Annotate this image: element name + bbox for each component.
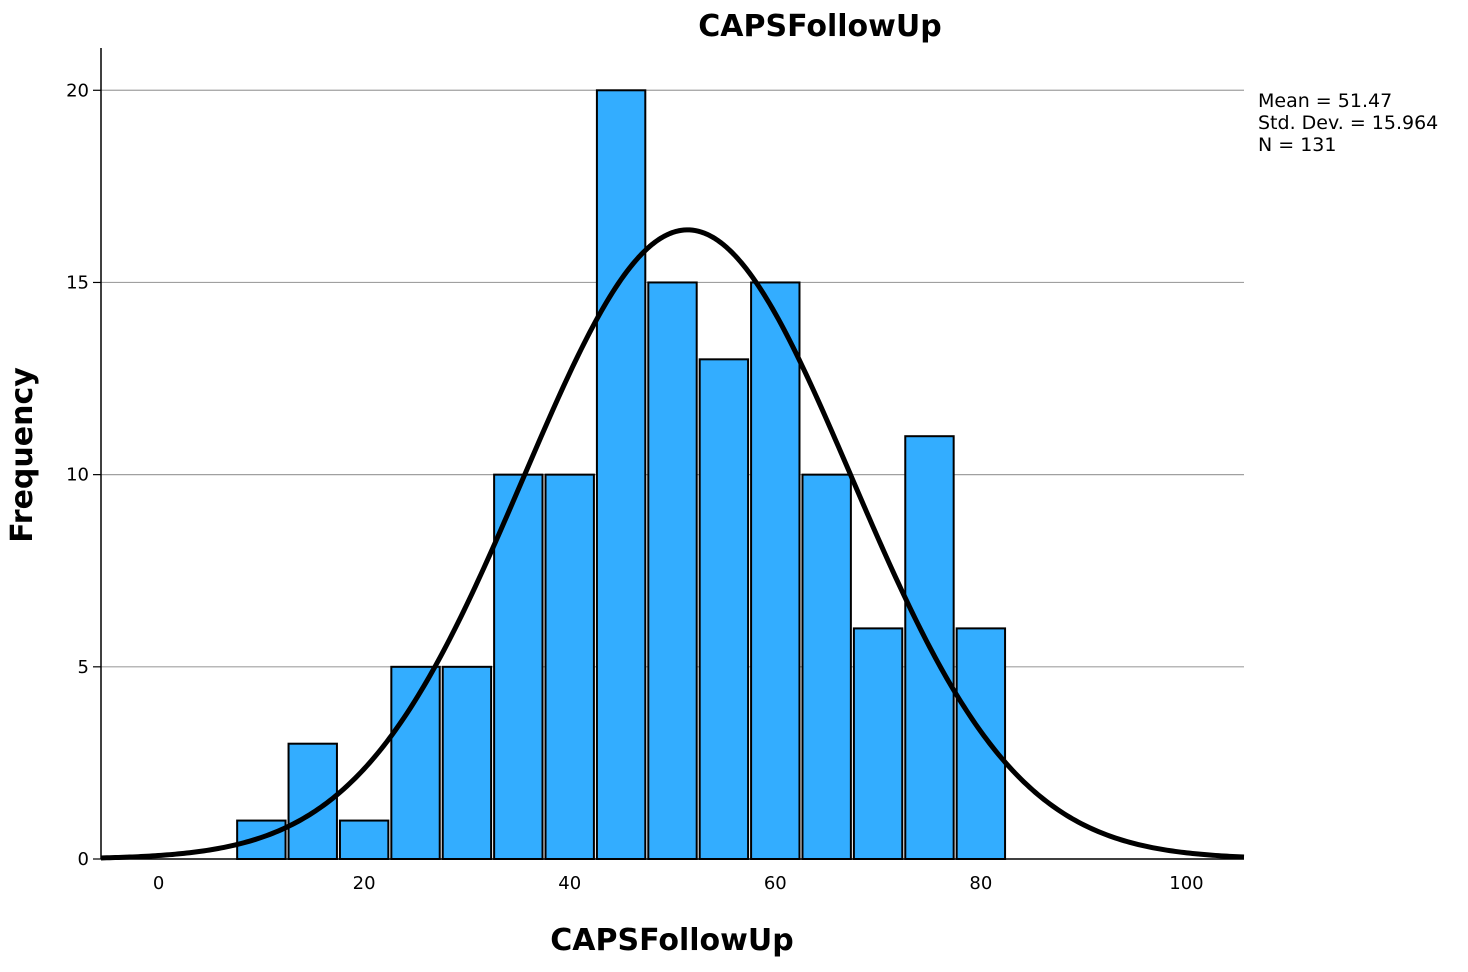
histogram-bar xyxy=(698,358,750,860)
axes xyxy=(100,48,1244,860)
stat-std-dev: Std. Dev. = 15.964 xyxy=(1258,112,1439,134)
histogram-bar xyxy=(647,281,698,860)
stat-mean: Mean = 51.47 xyxy=(1258,90,1393,112)
histogram-bar xyxy=(852,627,904,861)
y-tick-label: 15 xyxy=(66,272,89,293)
x-tick-labels: 0 20 40 60 80 100 xyxy=(153,873,1204,894)
histogram-bar xyxy=(595,89,647,861)
histogram-bar xyxy=(750,281,801,860)
y-tick-label: 10 xyxy=(66,465,89,486)
x-tick-label: 0 xyxy=(153,873,164,894)
x-axis-title: CAPSFollowUp xyxy=(550,923,793,958)
stat-n: N = 131 xyxy=(1258,134,1337,156)
histogram-bar xyxy=(801,473,852,860)
histogram-bar xyxy=(493,473,544,860)
y-tick-label: 5 xyxy=(78,657,89,678)
y-tick-label: 20 xyxy=(66,80,89,101)
statistics-legend: Mean = 51.47 Std. Dev. = 15.964 N = 131 xyxy=(1258,90,1438,156)
x-tick-label: 40 xyxy=(558,873,581,894)
histogram-bar xyxy=(338,819,390,860)
bars xyxy=(236,89,1007,861)
histogram-bar xyxy=(441,665,493,860)
histogram-bar xyxy=(544,473,595,860)
x-tick-label: 100 xyxy=(1169,873,1203,894)
normal-curve xyxy=(100,227,1245,861)
normal-curve-group xyxy=(100,227,1245,861)
x-tick-label: 20 xyxy=(353,873,376,894)
y-axis-title: Frequency xyxy=(5,367,40,543)
x-tick-label: 80 xyxy=(969,873,992,894)
chart-title: CAPSFollowUp xyxy=(698,9,941,44)
histogram-bar xyxy=(955,627,1007,861)
y-tick-label: 0 xyxy=(78,849,89,870)
y-tick-labels: 0 5 10 15 20 xyxy=(66,80,101,870)
x-tick-label: 60 xyxy=(764,873,787,894)
